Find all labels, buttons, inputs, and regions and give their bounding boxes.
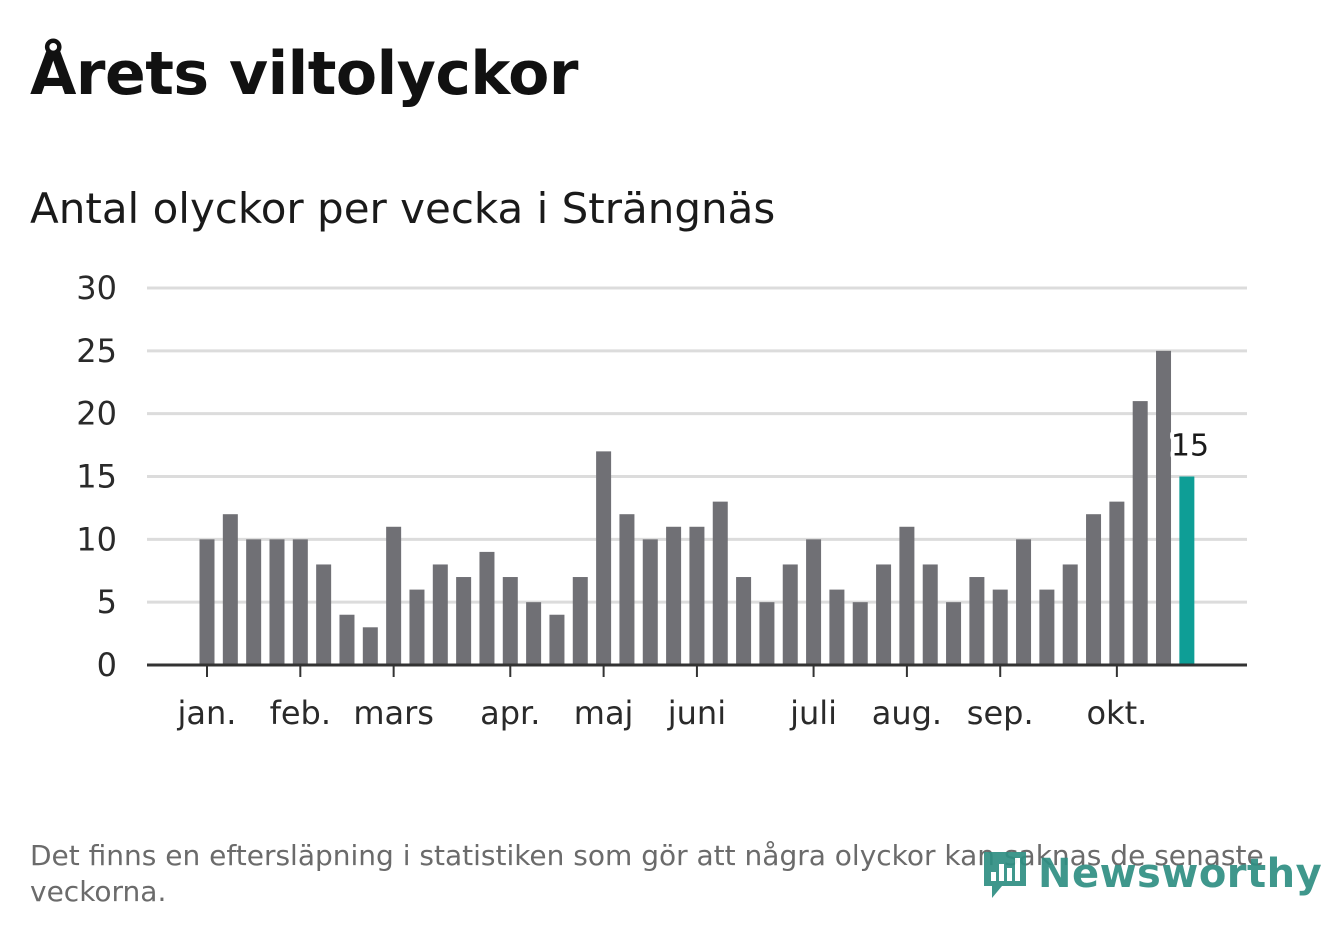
- bar: [526, 602, 542, 665]
- bar: [876, 564, 892, 665]
- bar: [806, 539, 822, 665]
- bar: [362, 627, 378, 665]
- bar: [1132, 401, 1148, 665]
- newsworthy-logo: Newsworthy: [980, 846, 1322, 902]
- y-tick-label: 25: [76, 332, 117, 370]
- highlight-value-label: 15: [1171, 429, 1209, 464]
- bar: [829, 589, 845, 665]
- x-tick-label: maj: [574, 694, 634, 732]
- bar: [689, 526, 705, 665]
- bar: [759, 602, 775, 665]
- bar: [1016, 539, 1032, 665]
- y-tick-label: 20: [76, 395, 117, 433]
- x-tick-label: apr.: [480, 694, 540, 732]
- bar: [1086, 514, 1102, 665]
- x-tick-label: feb.: [270, 694, 331, 732]
- bars: [199, 350, 1195, 665]
- bar: [572, 577, 588, 665]
- bar: [969, 577, 985, 665]
- newsworthy-logo-text: Newsworthy: [1038, 851, 1322, 897]
- bar: [782, 564, 798, 665]
- bar: [456, 577, 472, 665]
- bar-latest-week: [1179, 476, 1195, 665]
- bar: [1156, 350, 1172, 665]
- x-tick-label: jan.: [177, 694, 237, 732]
- y-tick-label: 10: [76, 520, 117, 558]
- footnote: Det finns en eftersläpning i statistiken…: [30, 839, 1264, 908]
- bar: [409, 589, 425, 665]
- bar: [1039, 589, 1055, 665]
- bar: [222, 514, 238, 665]
- x-tick-label: mars: [353, 694, 434, 732]
- bar: [269, 539, 285, 665]
- chart-title: Årets viltolyckor: [30, 39, 579, 109]
- bar: [712, 501, 728, 665]
- y-tick-label: 0: [97, 646, 117, 684]
- x-axis: [147, 663, 1247, 677]
- y-axis-tick-labels: 0 5 10 15 20 25 30: [76, 269, 117, 684]
- bar: [992, 589, 1008, 665]
- bar: [502, 577, 518, 665]
- bar: [899, 526, 915, 665]
- bar: [339, 614, 355, 665]
- bar: [432, 564, 448, 665]
- y-tick-label: 15: [76, 458, 117, 496]
- bar: [1062, 564, 1078, 665]
- bar: [199, 539, 215, 665]
- bar: [549, 614, 565, 665]
- x-tick-label: aug.: [872, 694, 942, 732]
- newsworthy-logo-icon: [984, 852, 1026, 898]
- bar: [852, 602, 868, 665]
- x-tick-label: juli: [789, 694, 837, 732]
- bar: [619, 514, 635, 665]
- bar: [922, 564, 938, 665]
- bar: [736, 577, 752, 665]
- x-tick-label: sep.: [967, 694, 1034, 732]
- chart-subtitle: Antal olyckor per vecka i Strängnäs: [30, 184, 776, 233]
- bar: [246, 539, 262, 665]
- y-tick-label: 5: [97, 583, 117, 621]
- bar: [292, 539, 308, 665]
- bar: [642, 539, 658, 665]
- data-labels: 15: [1167, 425, 1213, 468]
- bar: [386, 526, 402, 665]
- bar: [316, 564, 332, 665]
- bar: [1109, 501, 1125, 665]
- bar: [946, 602, 962, 665]
- bar: [666, 526, 682, 665]
- bar: [479, 551, 495, 665]
- bar: [596, 451, 612, 665]
- x-axis-tick-labels: jan. feb. mars apr. maj juni juli aug. sep. okt.: [177, 694, 1148, 732]
- y-tick-label: 30: [76, 269, 117, 307]
- x-tick-label: juni: [667, 694, 726, 732]
- x-tick-label: okt.: [1086, 694, 1147, 732]
